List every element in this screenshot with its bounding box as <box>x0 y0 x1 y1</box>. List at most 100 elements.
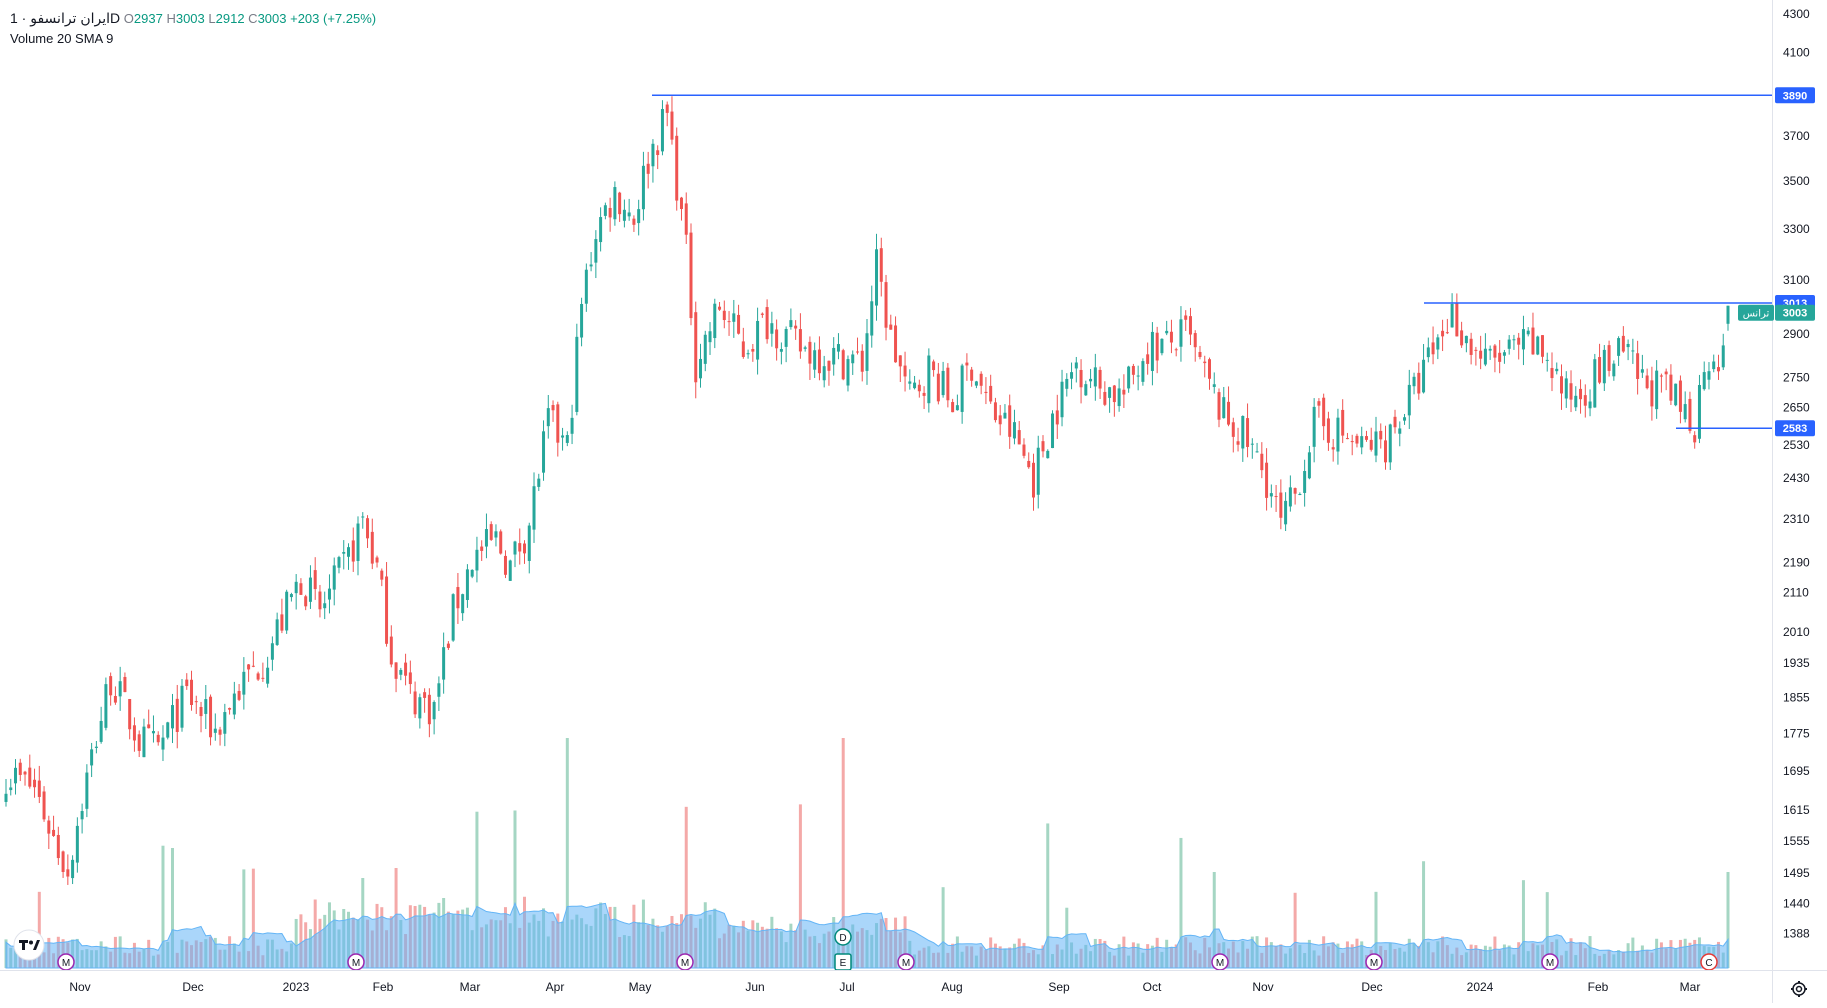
candle-body <box>1184 315 1188 320</box>
price-axis[interactable]: 4300410039003700350033003100290027502650… <box>1783 7 1810 941</box>
candle-body <box>1693 435 1697 443</box>
candle-body <box>1583 395 1587 406</box>
candle-body <box>1626 343 1630 348</box>
event-markers-layer[interactable]: M M M M M M M D E C <box>57 928 1718 971</box>
candle-body <box>80 811 84 820</box>
high-value: 3003 <box>175 11 205 26</box>
candle-body <box>1474 349 1478 351</box>
time-tick-label: Feb <box>1588 980 1609 994</box>
candle-body <box>1212 384 1216 387</box>
time-tick-label: Mar <box>1680 980 1701 994</box>
candle-body <box>694 312 698 383</box>
candle-body <box>75 825 79 863</box>
candle-body <box>332 565 336 590</box>
candle-body <box>1550 367 1554 379</box>
event-marker[interactable] <box>834 928 852 946</box>
candle-body <box>147 724 151 729</box>
candle-body <box>1017 430 1021 445</box>
candle-body <box>599 217 603 243</box>
candle-body <box>1051 413 1055 449</box>
candle-body <box>917 384 921 392</box>
candle-body <box>204 699 208 714</box>
candle-body <box>822 366 826 381</box>
candle-body <box>213 728 217 733</box>
candles-layer <box>4 96 1730 885</box>
candle-body <box>66 869 70 877</box>
tradingview-logo-icon[interactable] <box>13 929 45 961</box>
candle-body <box>898 355 902 367</box>
candle-body <box>1027 460 1031 468</box>
event-marker-text: M <box>352 958 360 969</box>
candle-body <box>637 209 641 224</box>
candle-body <box>399 669 403 675</box>
candle-body <box>1317 401 1321 406</box>
candle-body <box>1341 409 1345 436</box>
candle-body <box>1231 422 1235 437</box>
candle-body <box>832 347 836 365</box>
candle-body <box>1664 371 1668 375</box>
volume-bar <box>1046 823 1050 968</box>
symbol-title[interactable]: ایران ترانسفو · 1D <box>10 10 121 26</box>
candle-body <box>741 341 745 357</box>
candle-body <box>1493 345 1497 358</box>
candle-body <box>1022 444 1026 456</box>
candle-body <box>465 569 469 601</box>
event-marker-text: C <box>1705 958 1712 969</box>
candle-body <box>751 348 755 352</box>
candle-body <box>1469 338 1473 355</box>
price-tick-label: 3500 <box>1783 174 1810 188</box>
candle-body <box>827 360 831 371</box>
candle-body <box>1355 435 1359 444</box>
candle-body <box>679 197 683 210</box>
candle-body <box>1003 412 1007 419</box>
candle-body <box>104 684 108 728</box>
candle-body <box>1141 361 1145 382</box>
candle-body <box>480 546 484 551</box>
candle-body <box>1702 372 1706 390</box>
candle-body <box>1674 383 1678 406</box>
candle-body <box>993 402 997 421</box>
volume-bar <box>513 810 517 968</box>
candle-body <box>546 408 550 427</box>
candle-body <box>670 111 674 140</box>
candle-body <box>489 524 493 540</box>
time-tick-label: Dec <box>182 980 203 994</box>
candle-body <box>1436 337 1440 350</box>
candle-body <box>1227 401 1231 425</box>
candle-body <box>1460 330 1464 346</box>
candle-body <box>266 667 270 684</box>
candle-body <box>456 587 460 609</box>
candle-body <box>1303 471 1307 493</box>
volume-indicator-label[interactable]: Volume 20 SMA 9 <box>10 31 114 46</box>
candle-body <box>1678 380 1682 412</box>
horizontal-lines-layer[interactable] <box>652 94 1772 429</box>
price-tick-label: 4100 <box>1783 46 1810 60</box>
volume-sma-layer <box>5 901 1729 969</box>
time-axis[interactable]: Nov Dec 2023 Feb Mar Apr May Jun Jul Aug Sep Oct Nov… <box>69 980 1700 994</box>
candle-body <box>175 698 179 732</box>
price-tick-label: 4300 <box>1783 7 1810 21</box>
candle-body <box>556 404 560 443</box>
candle-body <box>85 772 89 809</box>
candle-body <box>209 696 213 738</box>
price-tag <box>1775 420 1815 437</box>
candle-body <box>256 673 260 680</box>
candle-body <box>1621 335 1625 352</box>
candle-body <box>128 698 132 730</box>
volume-bar <box>1726 872 1730 968</box>
candle-body <box>675 135 679 201</box>
candle-body <box>537 478 541 487</box>
candle-body <box>518 543 522 552</box>
event-marker-text: D <box>839 933 846 944</box>
candle-body <box>1012 422 1016 439</box>
volume-bar <box>1545 892 1549 968</box>
candle-body <box>1345 438 1349 440</box>
candle-body <box>846 359 850 386</box>
candle-body <box>1521 329 1525 350</box>
gear-icon[interactable] <box>1791 981 1807 997</box>
candle-body <box>908 381 912 384</box>
time-tick-label: Nov <box>69 980 90 994</box>
candle-body <box>1103 391 1107 405</box>
